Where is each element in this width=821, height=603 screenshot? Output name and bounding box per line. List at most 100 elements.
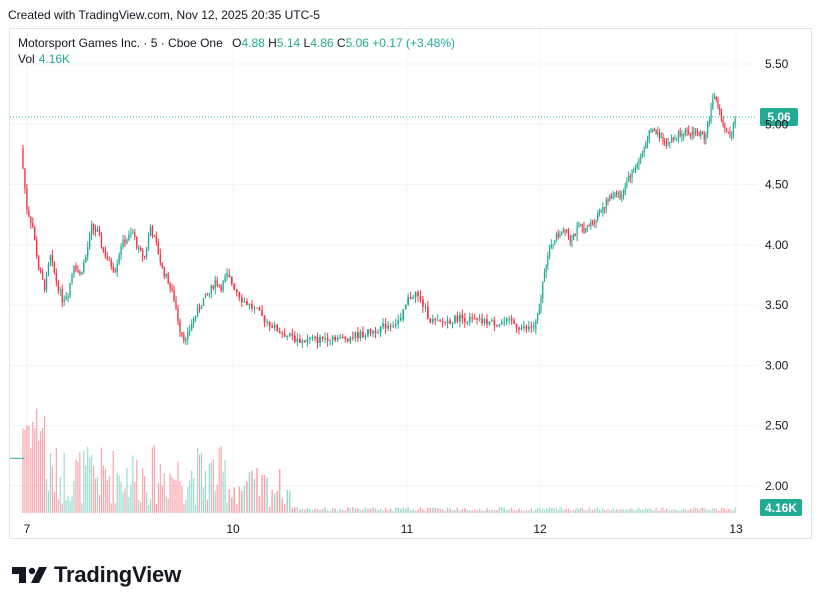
candle-body [619,192,621,198]
volume-bar [38,440,40,513]
candle-body [226,272,228,277]
candle-body [198,307,201,310]
volume-bar [26,425,28,513]
volume-bar [710,510,712,513]
candle-body [212,285,214,289]
volume-bar [177,461,179,513]
volume-bar [59,476,61,513]
volume-bar [55,447,57,513]
volume-bar [83,450,85,513]
volume-bar [622,509,624,513]
candle-body [536,314,539,322]
volume-bar [631,508,633,513]
candle-body [112,266,114,271]
candle-body [495,325,498,327]
volume-bar [304,509,306,513]
candle-body [175,300,177,310]
candle-body [732,124,735,134]
volume-bar [241,490,243,513]
candle-body [473,318,476,320]
candle-body [660,136,662,139]
volume-bar [689,508,691,513]
volume-bar [588,507,590,513]
volume-bar [432,507,434,513]
volume-bar [45,478,48,513]
price-tick-label: 3.00 [765,358,789,372]
volume-bar [707,509,709,513]
candle-body [314,337,316,339]
candle-body [720,109,722,120]
candle-body [542,281,544,299]
candle-body [488,321,491,325]
legend-open-value: 4.88 [241,36,265,50]
candle-body [543,272,546,282]
candle-body [228,275,231,277]
candle-body [652,129,654,131]
candle-body [655,130,657,134]
candle-body [141,250,144,256]
volume-bar [602,507,604,513]
volume-bar [407,507,409,513]
volume-bar [394,507,397,513]
candle-body [309,337,311,339]
candle-body [424,306,427,308]
volume-bar [216,484,218,513]
volume-bar [175,479,177,513]
price-tick-label: 4.50 [765,178,789,192]
legend-high-label: H [268,36,277,50]
candle-body [319,336,321,344]
volume-bar [218,448,220,513]
candle-body [379,326,382,333]
volume-bar [592,509,594,513]
price-tick-label: 2.50 [765,419,789,433]
candle-body [114,270,116,272]
candle-body [69,283,71,297]
candle-body [683,133,685,135]
candle-body [670,137,673,142]
volume-bar [717,510,719,513]
candle-body [104,250,107,257]
candle-body [286,335,289,337]
volume-bar [545,508,547,513]
volume-bar [311,510,314,513]
candle-body [545,265,547,273]
volume-bar [662,507,664,513]
candle-body [349,337,352,342]
volume-legend: Vol 4.16K [18,52,70,66]
volume-bar [301,508,304,513]
candle-body [43,279,46,291]
candles [22,92,736,349]
volume-bar [369,508,372,513]
volume-bar [110,503,112,513]
candle-body [367,329,369,336]
volume-bar [98,494,101,513]
candle-body [431,318,434,323]
candle-body [549,247,551,257]
volume-bar [42,427,44,513]
volume-bar [246,481,248,513]
volume-bar [276,491,278,513]
volume-bar [573,510,575,513]
candle-body [185,339,187,341]
candle-body [677,131,680,138]
candle-body [674,137,676,139]
candle-body [617,192,619,194]
volume-bar [210,462,212,513]
volume-bar [374,508,377,513]
candle-body [47,264,50,274]
volume-bar [669,510,671,513]
volume-bar [528,510,530,513]
candle-body [79,271,81,274]
volume-bar [89,457,91,513]
candle-body [106,256,109,260]
tradingview-logo-text: TradingView [54,562,181,587]
candle-body [557,234,559,237]
volume-bar [609,510,611,513]
volume-bar [459,510,461,513]
volume-bar [466,509,469,513]
volume-bar [40,430,42,513]
volume-bar [108,475,110,513]
candle-body [468,317,471,323]
volume-bar [501,507,503,513]
